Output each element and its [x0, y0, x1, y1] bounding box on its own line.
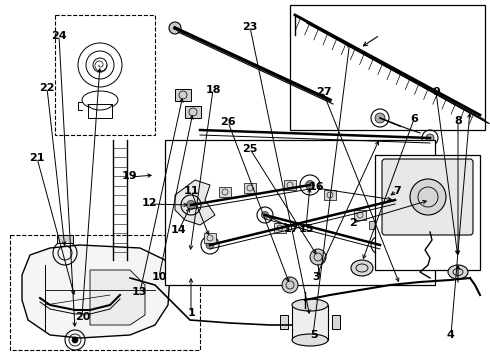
Bar	[391, 199, 399, 207]
Text: 13: 13	[132, 287, 147, 297]
Text: 22: 22	[39, 83, 54, 93]
Circle shape	[377, 207, 413, 243]
Bar	[109, 269, 131, 277]
Bar	[284, 180, 296, 190]
Bar	[175, 89, 191, 101]
Polygon shape	[175, 180, 215, 225]
Text: 5: 5	[310, 330, 318, 340]
Bar	[57, 235, 73, 243]
Bar	[111, 278, 129, 286]
Circle shape	[282, 277, 298, 293]
Bar	[244, 183, 256, 193]
Text: 26: 26	[220, 117, 236, 127]
Text: 1: 1	[187, 308, 195, 318]
Bar	[10, 235, 200, 350]
Bar	[384, 233, 396, 243]
Circle shape	[410, 179, 446, 215]
Circle shape	[426, 134, 434, 142]
Bar	[375, 155, 480, 270]
Bar	[204, 233, 216, 243]
Circle shape	[310, 249, 326, 265]
Ellipse shape	[292, 299, 328, 311]
Circle shape	[206, 241, 214, 249]
Circle shape	[391, 195, 399, 204]
Circle shape	[376, 241, 384, 249]
Text: 15: 15	[298, 224, 314, 234]
Bar	[55, 15, 155, 135]
Text: 7: 7	[393, 186, 401, 196]
Bar	[88, 104, 112, 118]
Text: 2: 2	[349, 218, 357, 228]
Bar	[354, 210, 366, 220]
Text: 6: 6	[410, 114, 418, 124]
Ellipse shape	[351, 260, 373, 276]
Circle shape	[72, 337, 78, 343]
Text: 8: 8	[454, 116, 462, 126]
Polygon shape	[90, 270, 145, 325]
Circle shape	[305, 180, 315, 189]
Circle shape	[187, 201, 196, 210]
Text: 20: 20	[74, 312, 90, 322]
Circle shape	[261, 211, 269, 219]
Ellipse shape	[292, 334, 328, 346]
Text: 16: 16	[308, 182, 324, 192]
Text: 12: 12	[142, 198, 157, 208]
Bar	[324, 190, 336, 200]
FancyBboxPatch shape	[382, 159, 473, 235]
Circle shape	[391, 221, 399, 229]
Circle shape	[169, 22, 181, 34]
Text: 9: 9	[432, 87, 440, 97]
Text: 3: 3	[312, 272, 320, 282]
Bar	[219, 187, 231, 197]
Ellipse shape	[448, 265, 468, 279]
Text: 4: 4	[447, 330, 455, 340]
Text: 25: 25	[242, 144, 258, 154]
Text: 19: 19	[122, 171, 138, 181]
Bar	[413, 221, 421, 229]
Text: 27: 27	[316, 87, 331, 97]
Text: 21: 21	[29, 153, 45, 163]
Text: 23: 23	[242, 22, 258, 32]
Bar	[274, 223, 286, 233]
Bar	[280, 315, 288, 329]
Bar	[111, 260, 129, 268]
Text: 17: 17	[284, 224, 299, 234]
Circle shape	[375, 113, 385, 123]
Bar	[292, 305, 328, 340]
Bar	[332, 315, 340, 329]
Bar	[290, 5, 485, 130]
Polygon shape	[22, 245, 170, 338]
Text: 14: 14	[171, 225, 187, 235]
Bar	[391, 243, 399, 251]
Text: 10: 10	[151, 272, 167, 282]
Text: 18: 18	[205, 85, 221, 95]
Bar	[185, 106, 201, 118]
Bar	[165, 140, 435, 285]
Bar	[369, 221, 377, 229]
Text: 24: 24	[51, 31, 67, 41]
Text: 11: 11	[183, 186, 199, 196]
